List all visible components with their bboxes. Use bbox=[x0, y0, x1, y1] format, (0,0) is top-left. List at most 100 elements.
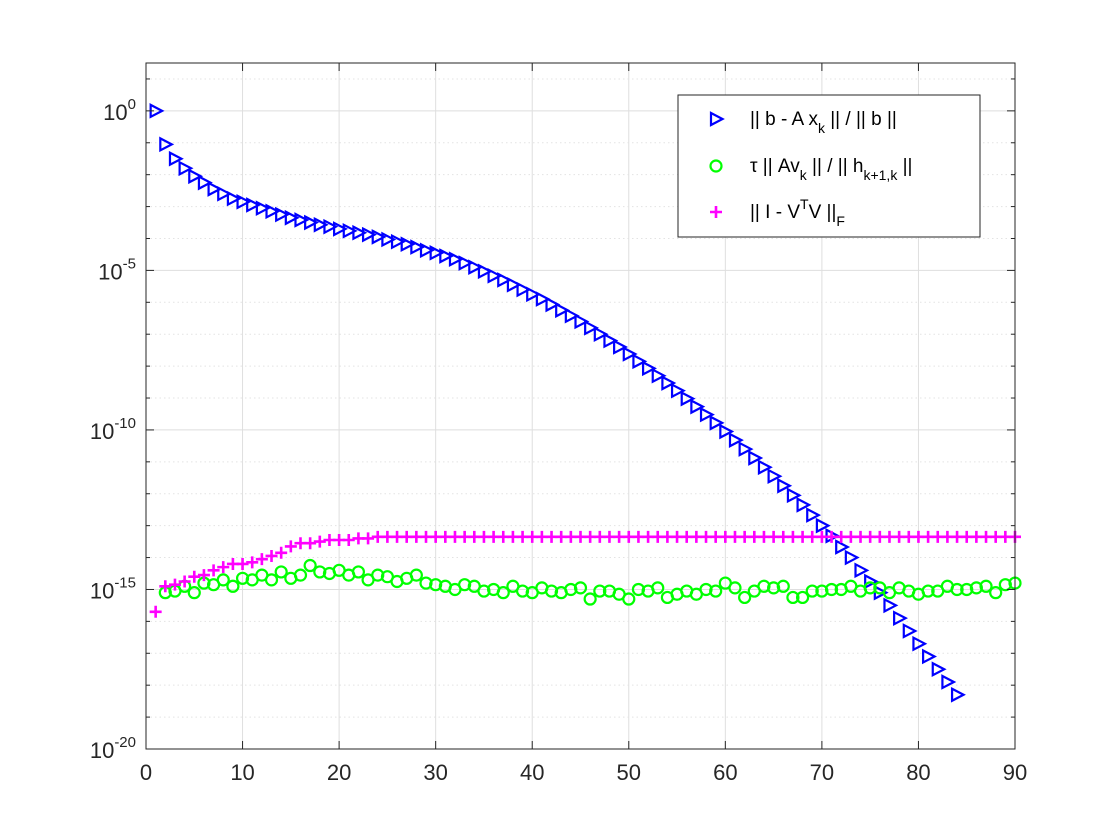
circle-marker bbox=[293, 568, 308, 582]
circle-marker bbox=[583, 592, 597, 606]
legend-label: || I - VTV ||F bbox=[750, 196, 845, 229]
legend-text: || I - V bbox=[750, 202, 800, 223]
legend-text: τ || Av bbox=[750, 156, 800, 177]
legend-subscript: k bbox=[800, 167, 808, 183]
triangle-marker bbox=[159, 136, 175, 153]
triangle-marker bbox=[555, 302, 571, 319]
triangle-marker bbox=[487, 268, 503, 284]
triangle-marker bbox=[757, 459, 773, 476]
circle-marker bbox=[738, 590, 752, 605]
triangle-marker bbox=[931, 661, 947, 678]
legend-text: || bbox=[897, 156, 912, 177]
circle-marker bbox=[409, 568, 423, 582]
plus-marker bbox=[207, 564, 220, 577]
x-tick-label: 40 bbox=[520, 760, 544, 785]
circle-marker bbox=[979, 579, 993, 593]
circle-marker bbox=[989, 586, 1003, 600]
y-tick-base: 10 bbox=[103, 100, 127, 125]
circle-marker bbox=[709, 584, 723, 598]
legend-entry-residual[interactable]: || b - A xk || / || b || bbox=[709, 109, 897, 136]
x-tick-label: 70 bbox=[810, 760, 834, 785]
plus-marker bbox=[168, 578, 181, 591]
series-residual bbox=[149, 103, 966, 703]
series-layer bbox=[149, 103, 1022, 703]
triangle-marker bbox=[748, 450, 764, 466]
plus-marker bbox=[236, 557, 249, 570]
legend-subscript: k bbox=[818, 120, 826, 136]
triangle-marker bbox=[381, 231, 397, 248]
plus-marker bbox=[313, 535, 326, 548]
circle-marker bbox=[496, 586, 510, 600]
triangle-marker bbox=[661, 375, 677, 391]
triangle-marker bbox=[941, 674, 957, 690]
triangle-marker bbox=[728, 432, 744, 448]
plus-marker bbox=[159, 580, 172, 593]
legend-text: V || bbox=[809, 202, 837, 223]
legend-entry-orthogonality[interactable]: || I - VTV ||F bbox=[710, 196, 845, 229]
legend-text: || / || h bbox=[807, 156, 864, 177]
triangle-marker bbox=[506, 276, 522, 293]
triangle-marker bbox=[719, 423, 735, 440]
triangle-marker bbox=[912, 635, 928, 652]
circle-marker bbox=[728, 581, 742, 595]
legend-plus-marker bbox=[710, 206, 722, 218]
triangle-marker bbox=[188, 168, 204, 185]
triangle-marker bbox=[815, 517, 831, 534]
triangle-marker bbox=[217, 186, 233, 202]
x-tick-label: 30 bbox=[423, 760, 447, 785]
y-tick-base: 10 bbox=[90, 419, 114, 444]
plus-marker bbox=[265, 549, 278, 562]
triangle-marker bbox=[497, 272, 513, 288]
triangle-marker bbox=[806, 507, 822, 523]
circle-marker bbox=[622, 592, 636, 606]
circle-marker bbox=[805, 584, 819, 598]
circle-marker bbox=[226, 579, 240, 593]
legend-box bbox=[677, 94, 981, 238]
triangle-marker bbox=[313, 216, 329, 233]
triangle-marker bbox=[632, 353, 648, 370]
triangle-marker bbox=[709, 415, 725, 431]
triangle-marker bbox=[275, 206, 291, 223]
plus-marker bbox=[149, 605, 162, 618]
circle-marker bbox=[593, 584, 607, 598]
triangle-marker bbox=[641, 360, 657, 377]
triangle-marker bbox=[255, 200, 271, 216]
circle-marker bbox=[303, 558, 317, 573]
triangle-marker bbox=[526, 286, 542, 303]
triangle-marker bbox=[603, 332, 619, 349]
x-tick-label: 10 bbox=[230, 760, 254, 785]
plot-frame bbox=[145, 62, 1016, 750]
triangle-marker bbox=[361, 226, 377, 243]
x-tick-label: 20 bbox=[327, 760, 351, 785]
triangle-marker bbox=[796, 497, 812, 513]
legend[interactable]: || b - A xk || / || b ||τ || Avk || / ||… bbox=[677, 94, 981, 238]
legend-label: || b - A xk || / || b || bbox=[750, 109, 897, 136]
triangle-marker bbox=[284, 209, 300, 226]
legend-text: || b - A x bbox=[750, 109, 818, 130]
x-tick-label: 0 bbox=[140, 760, 152, 785]
legend-entry-tau[interactable]: τ || Avk || / || hk+1,k || bbox=[709, 156, 913, 183]
triangle-marker bbox=[864, 573, 880, 590]
plus-marker bbox=[217, 561, 230, 574]
triangle-marker bbox=[699, 406, 715, 423]
triangle-marker bbox=[854, 562, 870, 579]
triangle-marker bbox=[304, 214, 320, 231]
triangle-marker bbox=[574, 313, 590, 330]
triangle-marker bbox=[294, 212, 310, 228]
triangle-marker bbox=[844, 549, 860, 566]
plus-marker bbox=[284, 540, 297, 553]
triangle-marker bbox=[342, 223, 358, 239]
triangle-marker bbox=[265, 203, 281, 220]
triangle-marker bbox=[921, 648, 937, 665]
triangle-marker bbox=[902, 623, 918, 639]
x-tick-label: 90 bbox=[1003, 760, 1027, 785]
triangle-marker bbox=[371, 229, 387, 245]
legend-label: τ || Avk || / || hk+1,k || bbox=[750, 156, 912, 183]
circle-marker bbox=[786, 590, 800, 605]
circle-marker bbox=[795, 590, 810, 605]
legend-superscript: T bbox=[800, 196, 809, 212]
triangle-marker bbox=[400, 236, 416, 253]
triangle-marker bbox=[545, 296, 561, 313]
plus-marker bbox=[197, 569, 210, 582]
triangle-marker bbox=[786, 487, 802, 504]
